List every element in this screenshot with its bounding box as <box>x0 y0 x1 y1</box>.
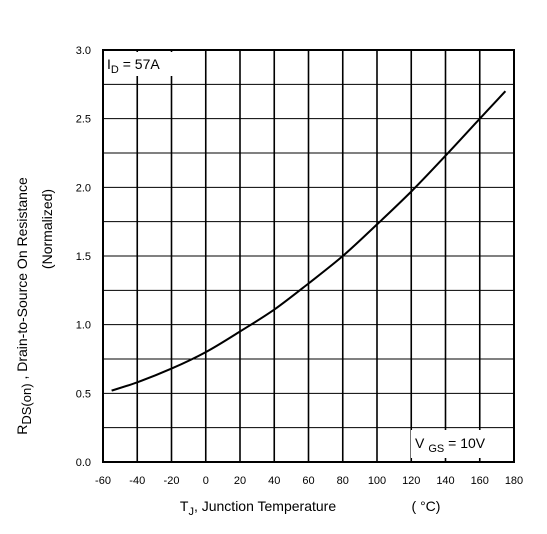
x-tick-label: 40 <box>268 475 280 487</box>
y-axis-title-rest: , Drain-to-Source On Resistance <box>14 177 30 383</box>
vgs-annotation: V GS = 10V <box>411 430 507 458</box>
id-annotation-text: ID = 57A <box>107 56 160 76</box>
x-tick-label: -20 <box>164 475 180 487</box>
x-tick-label: -40 <box>129 475 145 487</box>
x-axis-title: TJ, Junction Temperature <box>180 498 336 518</box>
grid <box>102 49 515 463</box>
y-axis-title-sub: DS(on) <box>19 383 34 424</box>
x-axis-unit: ( °C) <box>412 498 441 514</box>
y-tick-label: 2.5 <box>76 114 91 126</box>
id-annotation-sub: D <box>111 64 119 76</box>
x-tick-label: 100 <box>368 475 386 487</box>
y-tick-label: 0.5 <box>76 388 91 400</box>
series-line <box>111 90 507 392</box>
x-tick-label: 0 <box>203 475 209 487</box>
y-axis-title-line2: (Normalized) <box>39 189 55 269</box>
x-axis-title-sub: J <box>188 506 194 518</box>
x-axis-title-main: T <box>180 498 189 514</box>
x-tick-label: 180 <box>505 475 523 487</box>
x-tick-label: 160 <box>471 475 489 487</box>
vgs-annotation-rest: = 10V <box>444 435 486 451</box>
x-tick-labels: -60 -40 -20 0 20 40 60 80 100 120 140 160 180 <box>95 475 523 487</box>
y-tick-label: 3.0 <box>76 45 91 57</box>
vgs-annotation-text: V GS = 10V <box>415 435 486 455</box>
id-annotation: ID = 57A <box>104 52 174 76</box>
x-tick-label: 60 <box>302 475 314 487</box>
x-tick-label: 80 <box>337 475 349 487</box>
x-tick-label: -60 <box>95 475 111 487</box>
vgs-annotation-main: V <box>415 435 425 451</box>
id-annotation-box <box>104 52 174 76</box>
id-annotation-main: I <box>107 56 111 72</box>
x-tick-label: 140 <box>436 475 454 487</box>
x-axis-title-rest: , Junction Temperature <box>194 498 336 514</box>
x-tick-label: 120 <box>402 475 420 487</box>
x-tick-label: 20 <box>234 475 246 487</box>
y-tick-label: 1.5 <box>76 251 91 263</box>
y-axis-title: RDS(on) , Drain-to-Source On Resistance <box>14 177 34 435</box>
vgs-annotation-box <box>411 430 507 458</box>
id-annotation-rest: = 57A <box>119 56 161 72</box>
y-tick-label: 1.0 <box>76 320 91 332</box>
y-tick-label: 2.0 <box>76 182 91 194</box>
y-tick-labels: 0.0 0.5 1.0 1.5 2.0 2.5 3.0 <box>76 45 91 469</box>
plot-frame <box>102 49 515 463</box>
y-axis-title-main: R <box>14 425 30 435</box>
y-tick-label: 0.0 <box>76 457 91 469</box>
vgs-annotation-sub: GS <box>428 443 444 455</box>
